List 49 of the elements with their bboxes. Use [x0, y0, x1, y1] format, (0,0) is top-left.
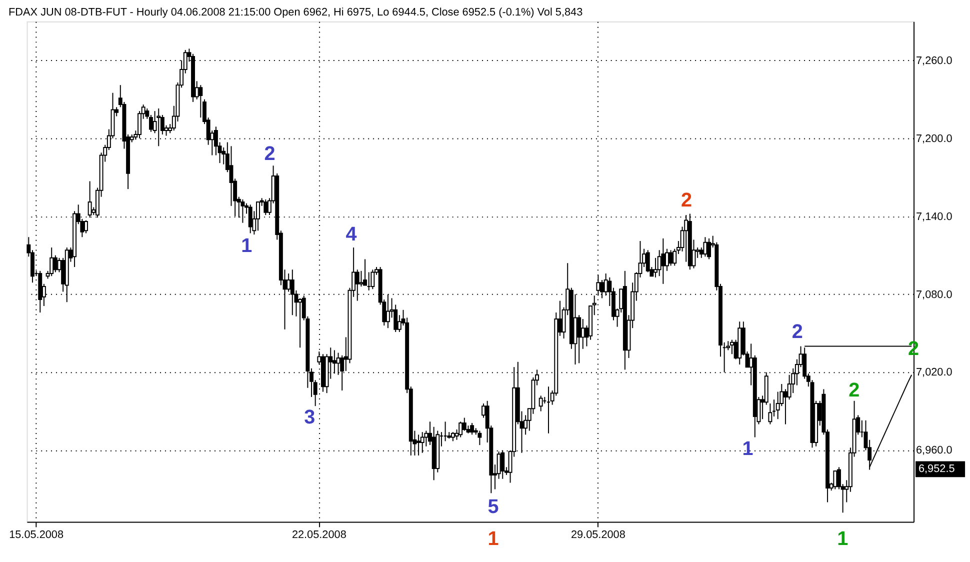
candlestick: [462, 417, 466, 432]
candlestick: [577, 314, 582, 364]
text: 6,952.5: [918, 463, 955, 476]
annotation: 2: [848, 380, 860, 402]
candlestick: [264, 198, 268, 216]
y-tick-label: 7,080.0: [916, 288, 952, 301]
x-tick-label: 15.05.2008: [9, 529, 64, 542]
annotation: 1: [241, 234, 252, 257]
y-tick-label: 7,260.0: [916, 54, 952, 67]
candlestick: [661, 238, 666, 284]
annotation: 2: [681, 189, 692, 212]
candlestick: [470, 422, 474, 436]
candlestick: [370, 269, 375, 290]
candlestick: [668, 250, 673, 266]
candlestick: [84, 220, 88, 234]
candlestick: [730, 339, 734, 355]
candlestick: [359, 270, 364, 287]
y-tick-label: 7,140.0: [916, 210, 952, 223]
candlestick: [478, 430, 482, 446]
annotation: 4: [346, 223, 357, 246]
candlestick: [580, 318, 585, 350]
x-tick-label: 22.05.2008: [292, 529, 346, 542]
y-tick-label: 7,020.0: [916, 366, 952, 379]
candlestick: [707, 238, 712, 260]
annotation: 2: [264, 142, 276, 165]
annotation: 5: [488, 496, 499, 518]
annotation: 3: [304, 406, 316, 429]
chart-title: FDAX JUN 08-DTB-FUT - Hourly 04.06.2008 21:15:00 Open 6962, Hi 6975, Lo 6944.5, Close 6952.5 (-0.1%) Vol 5,843: [8, 6, 583, 18]
candlestick: [248, 204, 252, 234]
candlestick: [450, 432, 455, 442]
candlestick: [286, 273, 291, 292]
text: 1: [488, 528, 499, 550]
candlestick: [500, 450, 505, 480]
candlestick: [53, 254, 58, 273]
y-tick-label: 7,200.0: [916, 132, 952, 145]
candlestick: [833, 470, 838, 490]
candlestick: [703, 236, 708, 258]
annotation: 1: [742, 438, 754, 460]
candlestick: [198, 84, 203, 118]
candlestick: [458, 421, 463, 438]
candlestick: [298, 298, 302, 348]
candlestick: [538, 395, 543, 412]
y-tick-label: 6,960.0: [916, 444, 952, 457]
candlestick: [768, 402, 772, 425]
text: 1: [837, 528, 848, 550]
annotation: 2: [792, 321, 803, 344]
candlestick: [50, 247, 54, 277]
candlestick: [646, 250, 650, 273]
x-tick-label: 29.05.2008: [570, 529, 626, 542]
